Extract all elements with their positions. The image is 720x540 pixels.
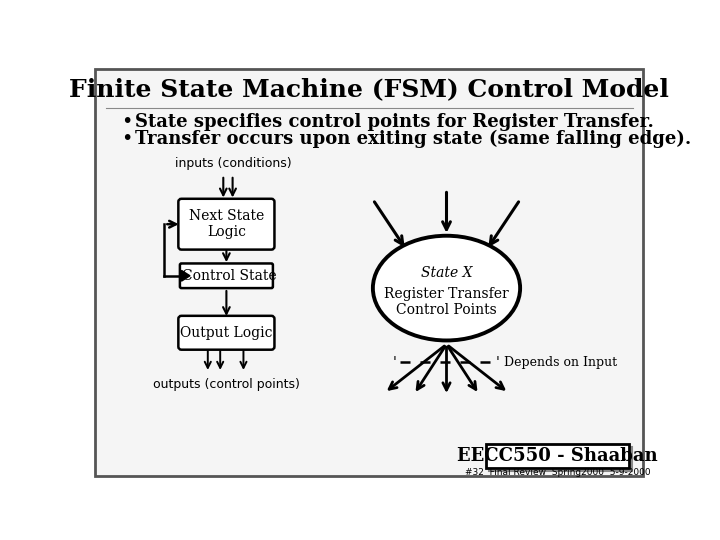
Text: •: • [121,112,132,131]
Text: State X: State X [420,266,472,280]
FancyBboxPatch shape [94,70,644,476]
FancyBboxPatch shape [486,444,629,468]
Text: Next State
Logic: Next State Logic [189,209,264,239]
FancyBboxPatch shape [489,448,631,470]
Text: Transfer occurs upon exiting state (same falling edge).: Transfer occurs upon exiting state (same… [135,130,691,148]
FancyBboxPatch shape [179,316,274,350]
FancyBboxPatch shape [179,199,274,249]
Text: #32  Final Review  Spring2000  5-9-2000: #32 Final Review Spring2000 5-9-2000 [464,468,650,477]
Text: Depends on Input: Depends on Input [504,355,617,368]
Polygon shape [181,271,190,281]
Text: outputs (control points): outputs (control points) [153,378,300,391]
Text: ': ' [496,355,500,369]
Text: •: • [121,129,132,148]
Ellipse shape [373,236,520,340]
Text: ': ' [393,355,397,369]
Text: inputs (conditions): inputs (conditions) [175,157,292,170]
Text: Register Transfer
Control Points: Register Transfer Control Points [384,287,509,317]
Text: Control State: Control State [182,269,276,283]
Text: State specifies control points for Register Transfer.: State specifies control points for Regis… [135,113,654,131]
FancyBboxPatch shape [180,264,273,288]
Text: EECC550 - Shaaban: EECC550 - Shaaban [457,447,657,465]
Text: Finite State Machine (FSM) Control Model: Finite State Machine (FSM) Control Model [69,77,669,102]
Text: Output Logic: Output Logic [180,326,273,340]
